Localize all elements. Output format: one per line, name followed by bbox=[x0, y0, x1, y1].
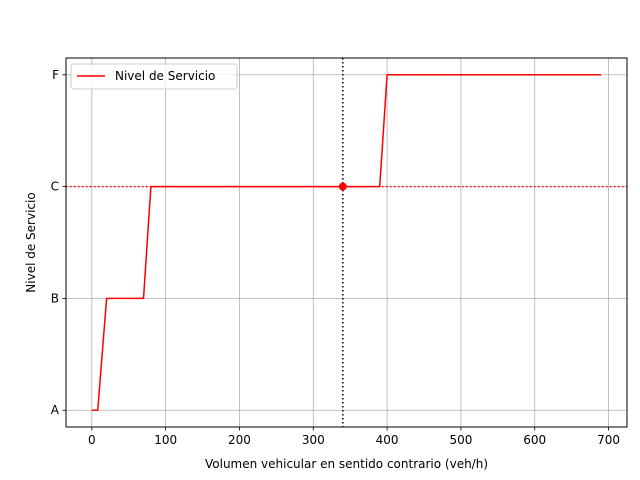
y-tick-label: C bbox=[51, 180, 59, 194]
x-tick-label: 100 bbox=[154, 433, 177, 447]
intersection-point bbox=[338, 182, 347, 191]
y-tick-label: A bbox=[51, 403, 60, 417]
x-tick-label: 400 bbox=[376, 433, 399, 447]
x-axis-label: Volumen vehicular en sentido contrario (… bbox=[205, 457, 488, 471]
series-group bbox=[91, 74, 602, 411]
x-tick-label: 0 bbox=[88, 433, 96, 447]
x-tick-label: 500 bbox=[449, 433, 472, 447]
ticks-group: 0 100 200 300 400 500 600 700 A B C F bbox=[51, 68, 620, 447]
grid bbox=[66, 58, 627, 427]
y-tick-label: B bbox=[51, 291, 59, 305]
y-tick-label: F bbox=[52, 68, 59, 82]
reference-lines bbox=[66, 58, 627, 427]
legend-entry-label: Nivel de Servicio bbox=[115, 69, 215, 83]
markers-group bbox=[338, 182, 347, 191]
y-axis-label: Nivel de Servicio bbox=[24, 192, 38, 292]
legend-box bbox=[70, 63, 238, 90]
x-tick-label: 700 bbox=[597, 433, 620, 447]
x-tick-label: 200 bbox=[228, 433, 251, 447]
x-tick-label: 600 bbox=[523, 433, 546, 447]
plot-frame bbox=[65, 57, 628, 428]
series-line-nivel-de-servicio bbox=[91, 74, 602, 411]
x-tick-label: 300 bbox=[302, 433, 325, 447]
legend: Nivel de Servicio bbox=[70, 63, 238, 90]
